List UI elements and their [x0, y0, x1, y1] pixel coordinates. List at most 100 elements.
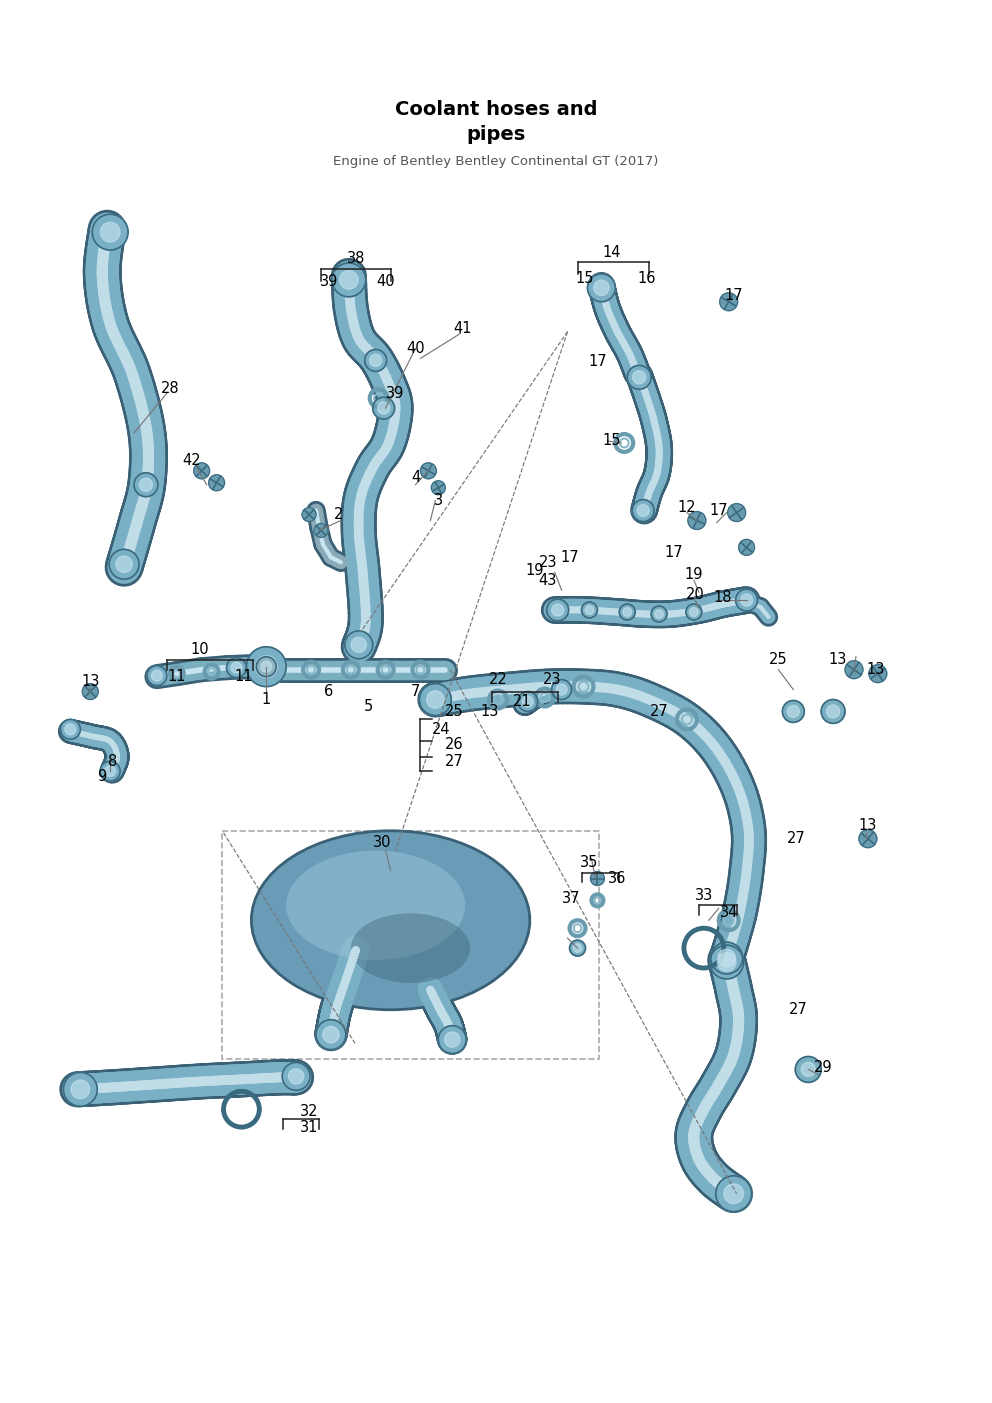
- Circle shape: [573, 944, 582, 953]
- Circle shape: [687, 512, 706, 529]
- Circle shape: [718, 950, 735, 967]
- Circle shape: [637, 505, 649, 516]
- Circle shape: [109, 550, 139, 579]
- Circle shape: [378, 403, 390, 414]
- Circle shape: [710, 946, 744, 979]
- Text: 33: 33: [694, 888, 713, 904]
- Circle shape: [845, 661, 863, 679]
- Text: 17: 17: [588, 354, 607, 369]
- Text: 13: 13: [81, 673, 99, 689]
- Circle shape: [365, 349, 387, 372]
- Circle shape: [438, 1026, 466, 1054]
- Circle shape: [261, 661, 272, 672]
- Text: 17: 17: [724, 288, 743, 303]
- Text: 41: 41: [453, 321, 471, 337]
- Circle shape: [134, 473, 158, 497]
- Circle shape: [552, 605, 563, 616]
- Text: 4: 4: [411, 470, 420, 485]
- Circle shape: [370, 355, 382, 366]
- Circle shape: [547, 599, 568, 622]
- Circle shape: [332, 262, 366, 297]
- Text: 13: 13: [829, 652, 847, 668]
- Circle shape: [314, 523, 328, 537]
- Circle shape: [741, 593, 753, 606]
- Text: 1: 1: [262, 692, 271, 707]
- Circle shape: [208, 474, 224, 491]
- Circle shape: [193, 463, 209, 478]
- Circle shape: [351, 637, 366, 652]
- Circle shape: [116, 556, 132, 572]
- Circle shape: [689, 607, 698, 616]
- Circle shape: [63, 1072, 97, 1106]
- Text: 15: 15: [602, 434, 621, 449]
- Ellipse shape: [251, 831, 530, 1010]
- Text: 32: 32: [300, 1104, 318, 1118]
- Circle shape: [717, 953, 736, 971]
- Circle shape: [427, 690, 444, 709]
- Text: 17: 17: [560, 550, 579, 565]
- Circle shape: [147, 665, 167, 686]
- Circle shape: [256, 657, 276, 676]
- Circle shape: [92, 215, 128, 250]
- Text: 39: 39: [319, 275, 338, 289]
- Circle shape: [100, 762, 120, 781]
- Text: 42: 42: [183, 453, 201, 469]
- Text: Coolant hoses and
pipes: Coolant hoses and pipes: [395, 100, 597, 145]
- Circle shape: [61, 720, 80, 739]
- Circle shape: [373, 397, 395, 419]
- Circle shape: [711, 943, 743, 974]
- Circle shape: [627, 365, 651, 389]
- Bar: [221, 831, 599, 1059]
- Circle shape: [140, 478, 153, 491]
- Text: 6: 6: [324, 685, 333, 699]
- Circle shape: [569, 940, 585, 955]
- Circle shape: [152, 671, 163, 680]
- Circle shape: [736, 589, 758, 612]
- Text: 43: 43: [539, 572, 557, 588]
- Text: 20: 20: [685, 586, 704, 602]
- Text: 9: 9: [97, 769, 107, 784]
- Circle shape: [594, 281, 609, 296]
- Text: 17: 17: [709, 504, 728, 518]
- Circle shape: [655, 610, 664, 619]
- Text: 11: 11: [234, 669, 253, 685]
- Circle shape: [432, 481, 445, 495]
- Text: 27: 27: [789, 1002, 807, 1017]
- Text: 36: 36: [608, 871, 627, 887]
- Circle shape: [788, 706, 800, 717]
- Text: 27: 27: [787, 831, 806, 846]
- Text: 2: 2: [334, 506, 343, 522]
- Circle shape: [71, 1080, 89, 1099]
- Text: 39: 39: [386, 386, 405, 401]
- Text: 38: 38: [346, 251, 365, 267]
- Circle shape: [651, 606, 667, 622]
- Text: 14: 14: [602, 244, 621, 260]
- Text: 13: 13: [867, 662, 885, 678]
- Text: 28: 28: [161, 380, 180, 396]
- Text: 30: 30: [373, 835, 392, 850]
- Circle shape: [105, 766, 116, 777]
- Circle shape: [633, 370, 646, 384]
- Circle shape: [255, 655, 277, 678]
- Text: 19: 19: [526, 563, 544, 578]
- Circle shape: [632, 499, 654, 522]
- Text: 40: 40: [376, 275, 395, 289]
- Circle shape: [783, 700, 805, 723]
- Text: 16: 16: [638, 271, 657, 286]
- Circle shape: [728, 504, 746, 522]
- Text: 34: 34: [719, 905, 738, 920]
- Circle shape: [739, 539, 755, 556]
- Text: 29: 29: [813, 1059, 832, 1075]
- Circle shape: [226, 658, 246, 678]
- Circle shape: [420, 683, 451, 716]
- Circle shape: [345, 631, 373, 659]
- Circle shape: [802, 1062, 815, 1076]
- Text: 5: 5: [364, 699, 373, 714]
- Circle shape: [587, 274, 615, 302]
- Text: 17: 17: [665, 544, 683, 560]
- Circle shape: [316, 1020, 346, 1049]
- Text: 24: 24: [433, 721, 451, 737]
- Text: 15: 15: [575, 271, 594, 286]
- Text: 31: 31: [300, 1120, 318, 1135]
- Text: 13: 13: [859, 818, 877, 833]
